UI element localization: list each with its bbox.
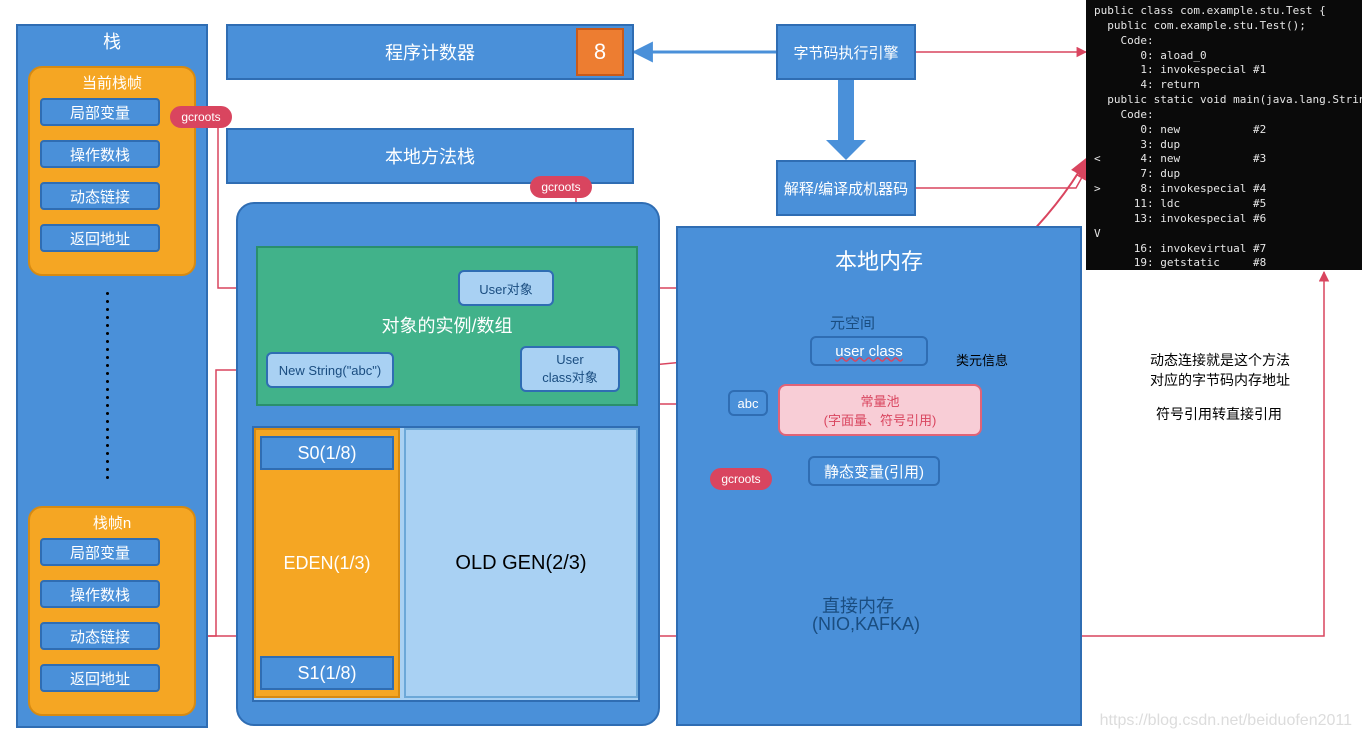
note-line1: 动态连接就是这个方法 xyxy=(1150,350,1290,370)
stack-title: 栈 xyxy=(16,28,208,54)
watermark: https://blog.csdn.net/beiduofen2011 xyxy=(1100,712,1352,730)
metaspace-label: 元空间 xyxy=(830,312,875,333)
thick-arrow xyxy=(826,80,866,160)
direct-memory-line2: (NIO,KAFKA) xyxy=(812,614,920,635)
gcroots-pill: gcroots xyxy=(170,106,232,128)
frame-item: 局部变量 xyxy=(40,538,160,566)
frame-item: 返回地址 xyxy=(40,664,160,692)
static-var-box: 静态变量(引用) xyxy=(808,456,940,486)
gcroots-pill: gcroots xyxy=(530,176,592,198)
frame-item: 动态链接 xyxy=(40,182,160,210)
frame-item: 操作数栈 xyxy=(40,140,160,168)
bytecode-engine-box: 字节码执行引擎 xyxy=(776,24,916,80)
frame-n-title: 栈帧n xyxy=(28,512,196,533)
ellipsis-dots xyxy=(106,292,109,484)
instances-label: 对象的实例/数组 xyxy=(256,312,638,338)
user-class-object-box: Userclass对象 xyxy=(520,346,620,392)
old-gen-box: OLD GEN(2/3) xyxy=(404,428,638,698)
program-counter-value: 8 xyxy=(576,28,624,76)
current-frame-title: 当前栈帧 xyxy=(28,72,196,93)
interpret-box: 解释/编译成机器码 xyxy=(776,160,916,216)
new-string-box: New String("abc") xyxy=(266,352,394,388)
frame-item: 局部变量 xyxy=(40,98,160,126)
bytecode-terminal: public class com.example.stu.Test { publ… xyxy=(1086,0,1362,270)
note-line2: 对应的字节码内存地址 xyxy=(1150,370,1290,390)
user-object-box: User对象 xyxy=(458,270,554,306)
local-memory-title: 本地内存 xyxy=(676,244,1082,276)
frame-item: 操作数栈 xyxy=(40,580,160,608)
note-line3: 符号引用转直接引用 xyxy=(1156,404,1282,424)
constant-pool-box: 常量池(字面量、符号引用) xyxy=(778,384,982,436)
s1-box: S1(1/8) xyxy=(260,656,394,690)
frame-item: 动态链接 xyxy=(40,622,160,650)
frame-item: 返回地址 xyxy=(40,224,160,252)
abc-box: abc xyxy=(728,390,768,416)
class-meta-label: 类元信息 xyxy=(956,350,1008,369)
user-class-box: user class xyxy=(810,336,928,366)
program-counter-box: 程序计数器 xyxy=(226,24,634,80)
gcroots-pill: gcroots xyxy=(710,468,772,490)
s0-box: S0(1/8) xyxy=(260,436,394,470)
